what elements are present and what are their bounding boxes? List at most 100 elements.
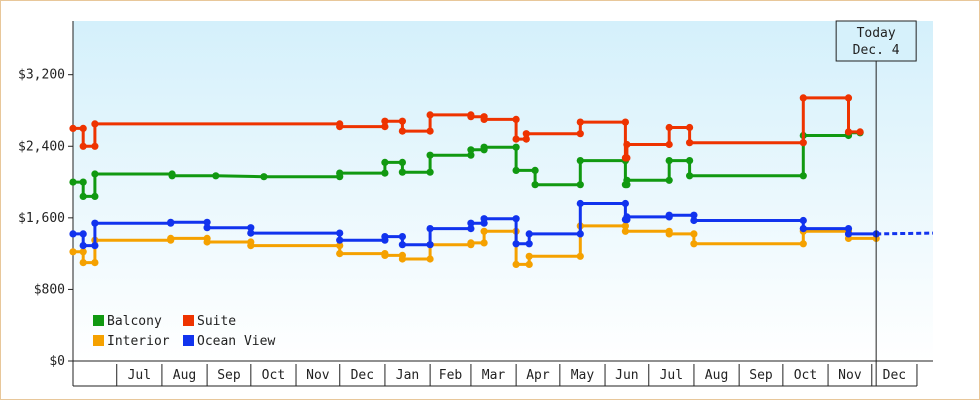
data-point[interactable] <box>398 233 406 241</box>
data-point[interactable] <box>381 117 389 125</box>
data-point[interactable] <box>91 120 99 128</box>
data-point[interactable] <box>336 123 344 131</box>
data-point[interactable] <box>69 230 77 238</box>
data-point[interactable] <box>467 113 475 121</box>
data-point[interactable] <box>167 234 175 242</box>
data-point[interactable] <box>381 251 389 259</box>
data-point[interactable] <box>203 238 211 246</box>
data-point[interactable] <box>621 222 630 230</box>
data-point[interactable] <box>426 168 434 176</box>
data-point[interactable] <box>531 181 539 189</box>
data-point[interactable] <box>79 242 87 250</box>
data-point[interactable] <box>467 219 475 227</box>
data-point[interactable] <box>665 140 673 149</box>
data-point[interactable] <box>247 242 255 250</box>
data-point[interactable] <box>79 259 87 267</box>
data-point[interactable] <box>398 241 406 249</box>
data-point[interactable] <box>623 176 631 184</box>
data-point[interactable] <box>79 142 87 150</box>
data-point[interactable] <box>522 135 530 143</box>
data-point[interactable] <box>467 239 475 247</box>
data-point[interactable] <box>426 225 434 233</box>
data-point[interactable] <box>480 227 488 235</box>
data-point[interactable] <box>69 124 77 132</box>
data-point[interactable] <box>576 118 584 126</box>
data-point[interactable] <box>856 128 864 136</box>
data-point[interactable] <box>69 248 77 256</box>
data-point[interactable] <box>381 123 389 131</box>
data-point[interactable] <box>531 166 539 174</box>
data-point[interactable] <box>426 241 434 249</box>
data-point[interactable] <box>690 230 698 238</box>
data-point[interactable] <box>91 259 99 267</box>
data-point[interactable] <box>623 154 631 162</box>
data-point[interactable] <box>91 242 99 250</box>
data-point[interactable] <box>512 215 520 223</box>
data-point[interactable] <box>480 215 488 223</box>
data-point[interactable] <box>91 170 99 178</box>
data-point[interactable] <box>398 127 406 135</box>
data-point[interactable] <box>91 142 99 150</box>
data-point[interactable] <box>576 157 584 165</box>
data-point[interactable] <box>512 115 520 123</box>
data-point[interactable] <box>480 239 488 247</box>
data-point[interactable] <box>844 230 853 238</box>
data-point[interactable] <box>799 225 807 233</box>
data-point[interactable] <box>79 230 87 238</box>
data-point[interactable] <box>512 166 520 174</box>
data-point[interactable] <box>799 216 807 225</box>
data-point[interactable] <box>467 146 475 154</box>
data-point[interactable] <box>665 176 673 184</box>
data-point[interactable] <box>467 151 475 159</box>
data-point[interactable] <box>212 172 220 180</box>
data-point[interactable] <box>398 255 406 263</box>
data-point[interactable] <box>576 181 584 189</box>
data-point[interactable] <box>480 143 488 151</box>
data-point[interactable] <box>247 224 255 232</box>
data-point[interactable] <box>686 139 694 147</box>
data-point[interactable] <box>512 143 520 151</box>
data-point[interactable] <box>665 123 673 132</box>
data-point[interactable] <box>799 94 807 102</box>
data-point[interactable] <box>525 260 533 268</box>
data-point[interactable] <box>522 130 530 138</box>
data-point[interactable] <box>844 94 853 102</box>
data-point[interactable] <box>576 130 584 138</box>
data-point[interactable] <box>480 115 488 123</box>
data-point[interactable] <box>467 225 475 233</box>
data-point[interactable] <box>690 240 698 248</box>
data-point[interactable] <box>844 128 853 136</box>
data-point[interactable] <box>336 242 344 250</box>
data-point[interactable] <box>799 172 807 180</box>
data-point[interactable] <box>79 192 87 200</box>
data-point[interactable] <box>69 178 77 186</box>
data-point[interactable] <box>398 117 406 125</box>
data-point[interactable] <box>381 169 389 177</box>
data-point[interactable] <box>203 218 211 226</box>
data-point[interactable] <box>167 218 175 226</box>
data-point[interactable] <box>621 118 630 126</box>
data-point[interactable] <box>686 157 694 165</box>
data-point[interactable] <box>426 255 434 263</box>
data-point[interactable] <box>576 230 584 238</box>
data-point[interactable] <box>398 158 406 166</box>
data-point[interactable] <box>168 172 176 180</box>
data-point[interactable] <box>79 124 87 132</box>
data-point[interactable] <box>512 240 520 248</box>
data-point[interactable] <box>686 123 694 132</box>
data-point[interactable] <box>336 229 344 237</box>
data-point[interactable] <box>247 229 255 237</box>
data-point[interactable] <box>621 199 630 208</box>
data-point[interactable] <box>79 178 87 186</box>
data-point[interactable] <box>686 172 694 180</box>
data-point[interactable] <box>665 157 673 165</box>
data-point[interactable] <box>525 230 533 238</box>
data-point[interactable] <box>426 111 434 119</box>
data-point[interactable] <box>623 140 631 149</box>
data-point[interactable] <box>336 236 344 244</box>
data-point[interactable] <box>512 260 520 268</box>
data-point[interactable] <box>336 169 344 177</box>
data-point[interactable] <box>690 216 698 225</box>
data-point[interactable] <box>381 233 389 241</box>
data-point[interactable] <box>665 230 673 238</box>
